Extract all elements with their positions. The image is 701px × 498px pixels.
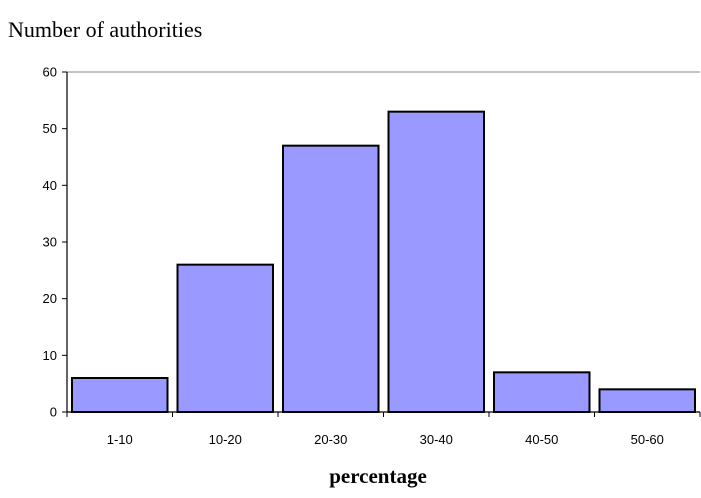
y-ticks-group: 0 10 20 30 40 50 60 xyxy=(43,65,67,420)
y-tick-label: 60 xyxy=(43,65,57,80)
bar-1-10 xyxy=(71,377,169,413)
y-tick-label: 50 xyxy=(43,121,57,136)
bars-group xyxy=(71,110,696,414)
x-tick-label: 10-20 xyxy=(209,432,242,447)
y-tick-label: 0 xyxy=(50,405,57,420)
x-tick-label: 1-10 xyxy=(107,432,133,447)
y-tick-label: 40 xyxy=(43,178,57,193)
bar-20-30 xyxy=(282,144,380,414)
y-axis-label: Number of authorities xyxy=(8,17,202,42)
y-tick-label: 10 xyxy=(43,348,57,363)
x-tick-label: 40-50 xyxy=(525,432,558,447)
bar-50-60 xyxy=(598,388,696,414)
x-tick-label: 30-40 xyxy=(420,432,453,447)
x-ticks-group: 1-10 10-20 20-30 30-40 40-50 50-60 xyxy=(66,412,701,447)
y-tick-label: 30 xyxy=(43,235,57,250)
x-tick-label: 50-60 xyxy=(631,432,664,447)
axes-group xyxy=(66,71,700,413)
x-axis-label: percentage xyxy=(329,464,427,488)
bar-40-50 xyxy=(493,371,591,414)
x-tick-label: 20-30 xyxy=(314,432,347,447)
bar-30-40 xyxy=(387,110,485,414)
y-tick-label: 20 xyxy=(43,291,57,306)
bar-10-20 xyxy=(176,263,274,413)
